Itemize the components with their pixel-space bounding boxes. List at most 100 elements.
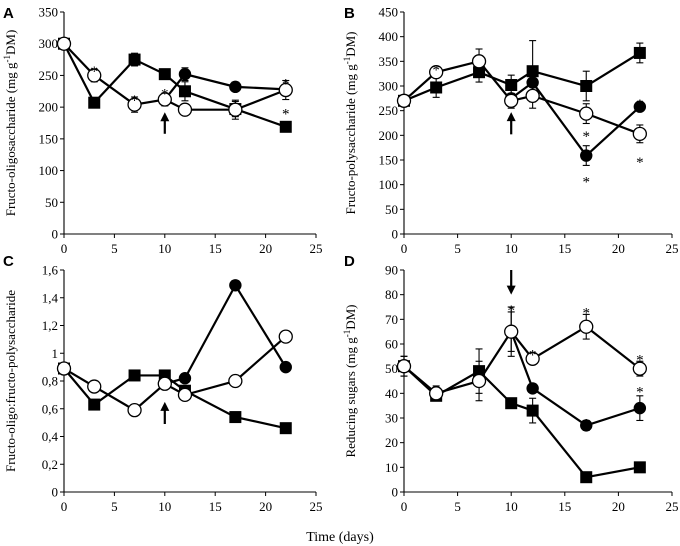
y-axis-label-unit: DM) [343,32,358,57]
y-tick-label: 1,6 [42,263,59,278]
filled-circle-marker [229,279,242,292]
open-circle-marker [278,329,293,344]
significance-star: * [432,62,440,78]
open-circle-marker [396,359,412,374]
y-tick-label: 100 [39,163,59,178]
square-marker [279,422,292,435]
open-circle-marker [127,97,142,112]
significance-star: * [529,347,537,363]
open-circle-marker [429,386,444,401]
open-circle-marker [127,402,142,418]
y-tick-label: 250 [39,68,59,83]
x-tick-label: 15 [209,241,222,256]
significance-star: * [582,175,590,191]
y-axis-label-main: Fructo-oligo:fructo-polysaccharide [3,290,18,472]
filled-circle-marker [633,100,647,113]
y-axis-label: Fructo-oligosaccharide (mg g-1DM) [2,30,18,217]
x-tick-label: 5 [454,241,461,256]
x-tick-label: 5 [454,499,461,514]
y-tick-label: 50 [45,195,58,210]
y-tick-label: 50 [385,361,398,376]
y-tick-label: 40 [385,386,398,401]
y-tick-label: 250 [379,103,399,118]
y-axis-label-main: Reducing sugars (mg g [343,337,358,458]
y-tick-label: 300 [379,79,399,94]
y-axis-label-superscript: -1 [342,330,352,338]
x-tick-label: 10 [505,499,518,514]
arrow-head-up-icon [160,401,170,411]
panel-letter: B [344,5,355,22]
square-marker [526,404,539,417]
open-circle-marker [632,361,647,376]
y-axis-label: Fructo-polysaccharide (mg g-1DM) [342,32,358,215]
y-tick-label: 1,2 [42,318,58,333]
y-tick-label: 0 [52,227,59,242]
y-axis-label-superscript: -1 [2,55,12,63]
x-tick-label: 5 [111,499,118,514]
panel-d: D 0 10 20 30 40 50 60 70 80 90 0 5 10 15 20 25 Reducing s… [342,253,679,514]
y-tick-label: 0,8 [42,374,58,389]
y-tick-label: 50 [385,202,398,217]
open-circle-marker [632,126,647,142]
open-circle-marker [177,387,193,403]
y-tick-label: 90 [385,263,398,278]
panel-a: A 0 50 100 150 200 250 300 350 0 5 10 15 20 25 Fructo-o… [2,5,323,257]
filled-circle-marker [279,360,292,374]
y-tick-label: 200 [379,128,399,143]
y-axis-label: Reducing sugars (mg g-1DM) [342,304,358,457]
y-tick-label: 150 [39,131,59,146]
y-tick-label: 400 [379,29,399,44]
y-tick-label: 0,2 [42,457,58,472]
y-tick-label: 30 [385,411,398,426]
y-axis-label-unit: DM) [343,304,358,329]
x-tick-label: 0 [61,499,68,514]
panel-letter: C [3,253,14,270]
square-marker [526,65,539,78]
significance-star: * [582,305,590,321]
y-tick-label: 0 [392,227,399,242]
x-tick-label: 15 [558,499,571,514]
y-tick-label: 1 [52,346,59,361]
x-tick-label: 20 [612,499,625,514]
panel-c: C 0 0,2 0,4 0,6 0,8 1 1,2 1,4 1,6 0 5 10 15 20 25 Fructo… [3,253,323,514]
y-axis-label-superscript: -1 [342,57,352,65]
open-circle-marker [157,376,172,391]
x-tick-label: 10 [158,241,171,256]
x-tick-label: 25 [666,499,679,514]
y-axis-label: Fructo-oligo:fructo-polysaccharide [3,290,18,472]
y-tick-label: 100 [379,177,399,192]
significance-star: * [636,384,644,400]
x-tick-label: 25 [310,499,323,514]
arrow-head-up-icon [506,112,516,122]
y-tick-label: 70 [385,312,398,327]
significance-star: * [636,155,644,171]
filled-circle-marker [526,76,539,89]
open-circle-marker [396,93,412,108]
significance-star: * [131,93,139,109]
x-tick-label: 0 [401,241,408,256]
significance-star: * [282,106,290,122]
y-tick-label: 80 [385,287,398,302]
square-marker [505,79,518,92]
open-circle-marker [56,36,72,51]
y-tick-label: 200 [39,100,59,115]
significance-star: * [282,77,290,93]
square-marker [580,471,593,484]
y-tick-label: 10 [385,460,398,475]
y-axis-label-unit: DM) [3,30,18,55]
y-tick-label: 300 [39,36,59,51]
open-circle-marker [56,361,72,376]
square-marker [430,81,443,94]
shared-xlabel: Time (days) [306,530,374,545]
filled-circle-marker [526,382,539,395]
significance-star: * [582,416,590,432]
arrow-head-down-icon [506,285,516,295]
open-circle-marker [579,319,594,334]
open-circle-marker [504,93,519,108]
open-circle-marker [525,88,540,104]
filled-circle-marker [633,401,647,415]
open-circle-marker [525,351,540,366]
open-circle-marker [157,92,172,107]
y-tick-label: 20 [385,435,398,450]
x-tick-label: 20 [612,241,625,256]
